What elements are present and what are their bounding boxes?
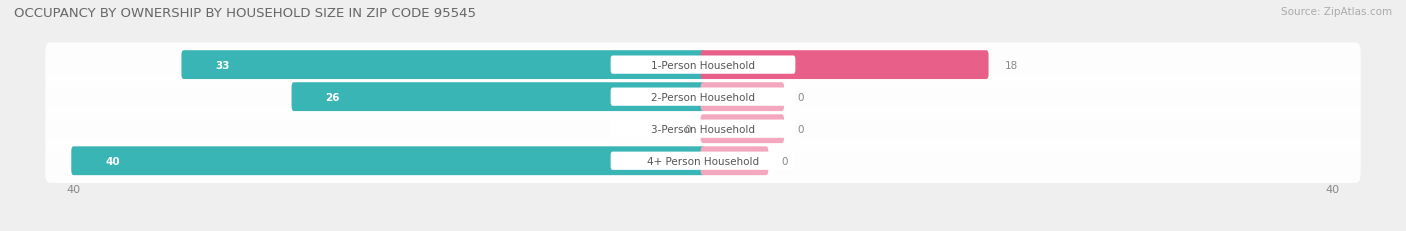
Text: 40: 40: [105, 156, 120, 166]
FancyBboxPatch shape: [610, 56, 796, 74]
Text: 33: 33: [215, 60, 229, 70]
FancyBboxPatch shape: [45, 75, 1361, 119]
FancyBboxPatch shape: [181, 51, 706, 80]
FancyBboxPatch shape: [700, 147, 768, 175]
Text: 0: 0: [782, 156, 789, 166]
FancyBboxPatch shape: [700, 51, 988, 80]
FancyBboxPatch shape: [72, 147, 706, 175]
Text: 4+ Person Household: 4+ Person Household: [647, 156, 759, 166]
FancyBboxPatch shape: [610, 120, 796, 138]
Text: 1-Person Household: 1-Person Household: [651, 60, 755, 70]
FancyBboxPatch shape: [700, 83, 785, 112]
FancyBboxPatch shape: [45, 43, 1361, 87]
Text: OCCUPANCY BY OWNERSHIP BY HOUSEHOLD SIZE IN ZIP CODE 95545: OCCUPANCY BY OWNERSHIP BY HOUSEHOLD SIZE…: [14, 7, 477, 20]
FancyBboxPatch shape: [45, 107, 1361, 151]
Text: 0: 0: [683, 124, 690, 134]
Text: 18: 18: [1005, 60, 1018, 70]
FancyBboxPatch shape: [291, 83, 706, 112]
Text: 2-Person Household: 2-Person Household: [651, 92, 755, 102]
Text: 3-Person Household: 3-Person Household: [651, 124, 755, 134]
Text: 26: 26: [325, 92, 340, 102]
Text: Source: ZipAtlas.com: Source: ZipAtlas.com: [1281, 7, 1392, 17]
Text: 0: 0: [797, 92, 804, 102]
FancyBboxPatch shape: [45, 139, 1361, 183]
Text: 0: 0: [797, 124, 804, 134]
FancyBboxPatch shape: [610, 88, 796, 106]
FancyBboxPatch shape: [700, 115, 785, 143]
FancyBboxPatch shape: [610, 152, 796, 170]
